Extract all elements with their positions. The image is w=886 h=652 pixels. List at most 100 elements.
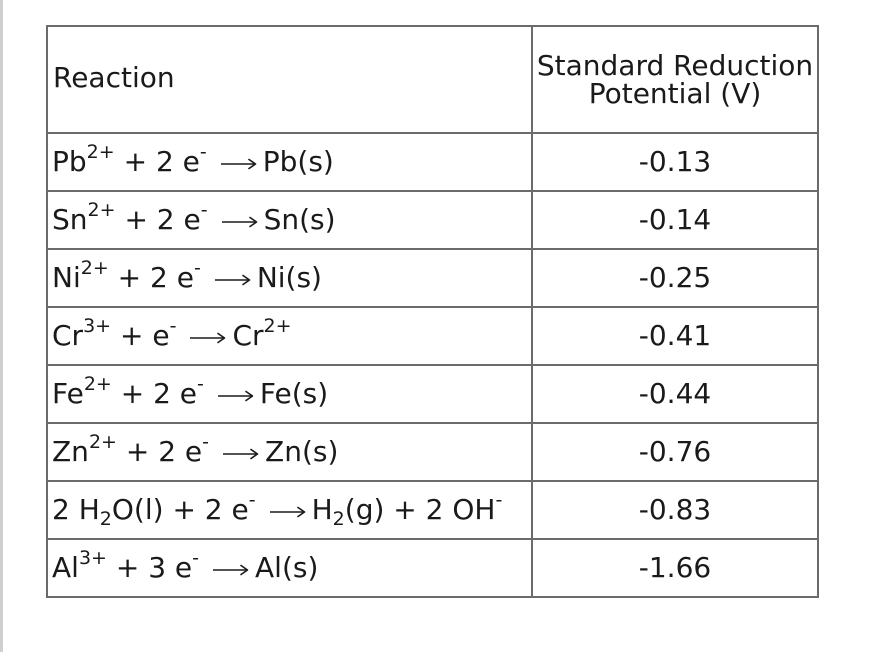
table-body: Pb2+ + 2 e- Pb(s) -0.13 Sn2+ + 2 e- Sn(s) -0.… xyxy=(46,132,819,598)
formula-text: Cr xyxy=(52,318,84,352)
products: Ni(s) xyxy=(257,261,322,294)
potential-cell: -0.76 xyxy=(531,422,819,482)
products: H2(g) + 2 OH- xyxy=(311,490,503,528)
formula-text: Fe(s) xyxy=(259,376,329,410)
right-long-arrow-icon xyxy=(214,263,251,291)
superscript: - xyxy=(248,488,256,511)
table-row: 2 H2O(l) + 2 e- H2(g) + 2 OH- -0.83 xyxy=(46,480,819,540)
page-left-border xyxy=(0,0,3,652)
superscript: 2+ xyxy=(83,372,112,395)
reaction-column-header: Reaction xyxy=(46,25,533,134)
reactants: Ni2+ + 2 e- xyxy=(52,258,201,294)
superscript: 2+ xyxy=(80,256,109,279)
products: Sn(s) xyxy=(264,203,336,236)
superscript: 2+ xyxy=(263,314,292,337)
reaction-cell: Cr3+ + e- Cr2+ xyxy=(46,306,533,366)
formula-text: + 2 e xyxy=(115,202,201,236)
formula-text: Ni(s) xyxy=(256,260,322,294)
reactants: Fe2+ + 2 e- xyxy=(52,374,204,410)
formula-text: Pb xyxy=(52,144,87,178)
potential-column-header: Standard Reduction Potential (V) xyxy=(531,25,819,134)
formula-text: O(l) + 2 e xyxy=(111,492,249,526)
potential-cell: -0.41 xyxy=(531,306,819,366)
right-long-arrow-icon xyxy=(220,147,257,175)
table-row: Cr3+ + e- Cr2+ -0.41 xyxy=(46,306,819,366)
potential-cell: -1.66 xyxy=(531,538,819,598)
superscript: - xyxy=(200,198,208,221)
reaction-cell: Pb2+ + 2 e- Pb(s) xyxy=(46,132,533,192)
potential-cell: -0.44 xyxy=(531,364,819,424)
formula-text: Al xyxy=(52,550,79,584)
reactants: 2 H2O(l) + 2 e- xyxy=(52,490,256,528)
reactants: Zn2+ + 2 e- xyxy=(52,432,209,468)
right-long-arrow-icon xyxy=(221,205,258,233)
reaction-cell: Zn2+ + 2 e- Zn(s) xyxy=(46,422,533,482)
reactants: Sn2+ + 2 e- xyxy=(52,200,208,236)
formula-text: Pb(s) xyxy=(262,144,334,178)
potential-cell: -0.25 xyxy=(531,248,819,308)
right-long-arrow-icon xyxy=(269,495,306,523)
table-row: Sn2+ + 2 e- Sn(s) -0.14 xyxy=(46,190,819,250)
superscript: - xyxy=(495,488,503,511)
right-long-arrow-icon xyxy=(190,321,226,349)
formula-text: + e xyxy=(111,318,170,352)
superscript: - xyxy=(169,314,177,337)
potential-cell: -0.83 xyxy=(531,480,819,540)
subscript: 2 xyxy=(332,507,345,530)
reaction-cell: Al3+ + 3 e- Al(s) xyxy=(46,538,533,598)
formula-text: + 2 e xyxy=(116,434,203,468)
products: Cr2+ xyxy=(232,316,291,352)
right-long-arrow-icon xyxy=(223,437,259,465)
formula-text: Ni xyxy=(52,260,81,294)
formula-text: H xyxy=(311,492,333,526)
formula-text: + 2 e xyxy=(114,144,200,178)
products: Fe(s) xyxy=(260,377,328,410)
superscript: - xyxy=(202,430,210,453)
reactants: Al3+ + 3 e- xyxy=(52,548,199,584)
superscript: 2+ xyxy=(88,430,117,453)
subscript: 2 xyxy=(99,507,112,530)
formula-text: Zn(s) xyxy=(265,434,339,468)
potential-header-line2: Potential (V) xyxy=(588,76,762,110)
potential-cell: -0.14 xyxy=(531,190,819,250)
superscript: - xyxy=(192,546,200,569)
table-row: Zn2+ + 2 e- Zn(s) -0.76 xyxy=(46,422,819,482)
formula-text: 2 H xyxy=(52,492,100,526)
formula-text: Zn xyxy=(52,434,89,468)
reactants: Pb2+ + 2 e- xyxy=(52,142,207,178)
formula-text: Al(s) xyxy=(255,550,319,584)
superscript: 3+ xyxy=(83,314,112,337)
superscript: 3+ xyxy=(78,546,107,569)
formula-text: Sn(s) xyxy=(263,202,336,236)
reaction-cell: 2 H2O(l) + 2 e- H2(g) + 2 OH- xyxy=(46,480,533,540)
reaction-cell: Fe2+ + 2 e- Fe(s) xyxy=(46,364,533,424)
reduction-potential-table: Reaction Standard Reduction Potential (V… xyxy=(46,25,819,598)
reaction-cell: Sn2+ + 2 e- Sn(s) xyxy=(46,190,533,250)
reactants: Cr3+ + e- xyxy=(52,316,176,352)
right-long-arrow-icon xyxy=(213,553,249,581)
formula-text: (g) + 2 OH xyxy=(344,492,496,526)
formula-text: + 2 e xyxy=(111,376,198,410)
reaction-cell: Ni2+ + 2 e- Ni(s) xyxy=(46,248,533,308)
table-row: Al3+ + 3 e- Al(s) -1.66 xyxy=(46,538,819,598)
products: Al(s) xyxy=(255,551,318,584)
formula-text: Sn xyxy=(52,202,88,236)
superscript: - xyxy=(193,256,201,279)
formula-text: Fe xyxy=(52,376,84,410)
right-long-arrow-icon xyxy=(217,379,254,407)
superscript: - xyxy=(199,140,207,163)
table-row: Ni2+ + 2 e- Ni(s) -0.25 xyxy=(46,248,819,308)
potential-header-line1: Standard Reduction xyxy=(536,48,814,82)
superscript: 2+ xyxy=(87,198,116,221)
superscript: 2+ xyxy=(86,140,115,163)
table-row: Fe2+ + 2 e- Fe(s) -0.44 xyxy=(46,364,819,424)
table-row: Pb2+ + 2 e- Pb(s) -0.13 xyxy=(46,132,819,192)
products: Pb(s) xyxy=(263,145,334,178)
formula-text: + 3 e xyxy=(106,550,193,584)
reaction-header-text: Reaction xyxy=(53,60,175,94)
formula-text: + 2 e xyxy=(108,260,194,294)
formula-text: Cr xyxy=(232,318,264,352)
potential-cell: -0.13 xyxy=(531,132,819,192)
table-header-row: Reaction Standard Reduction Potential (V… xyxy=(46,25,819,134)
superscript: - xyxy=(197,372,204,395)
